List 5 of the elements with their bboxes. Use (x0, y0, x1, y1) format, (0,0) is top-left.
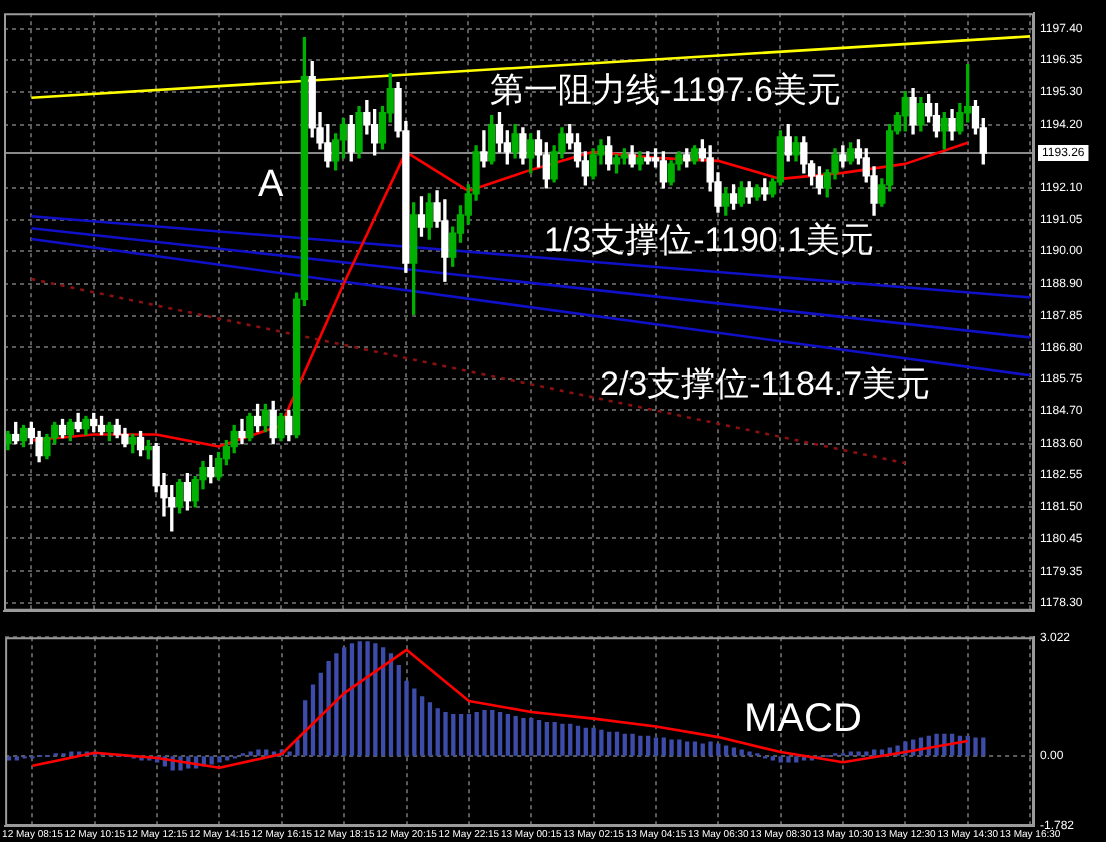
annotation: MACD (744, 697, 862, 742)
annotation: 2/3支撑位-1184.7美元 (600, 365, 931, 404)
annotation: A (258, 164, 284, 207)
annotation: 1/3支撑位-1190.1美元 (544, 221, 875, 260)
annotation: 第一阻力线-1197.6美元 (490, 71, 841, 110)
